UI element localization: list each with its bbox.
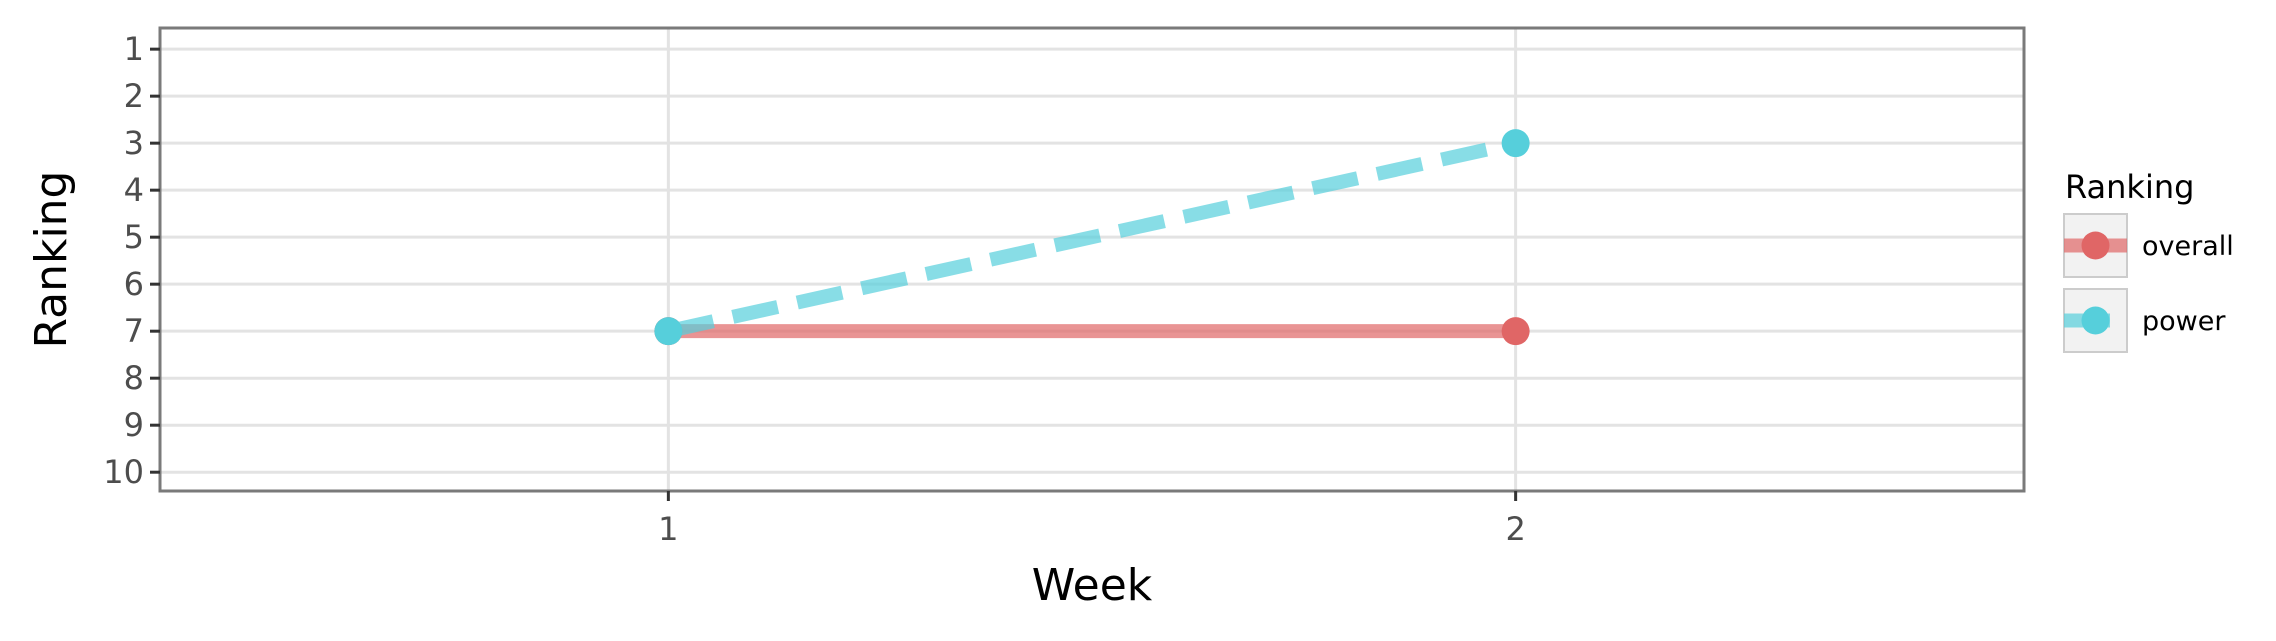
y-tick-label: 9 (124, 406, 144, 444)
y-tick-label: 1 (124, 30, 144, 68)
y-tick-label: 4 (124, 171, 144, 209)
series-line-power (666, 136, 1518, 339)
y-tick-label: 8 (124, 359, 144, 397)
y-axis-title: Ranking (26, 171, 77, 349)
legend: Ranking overall power (2063, 168, 2234, 353)
y-gridlines (160, 47, 2024, 474)
legend-label-overall: overall (2142, 231, 2234, 262)
series-layer (654, 129, 1530, 346)
series-power (654, 129, 1530, 346)
x-tick-label: 2 (1505, 510, 1525, 548)
legend-label-power: power (2142, 306, 2226, 337)
legend-title: Ranking (2065, 168, 2194, 206)
y-tick-label: 2 (124, 77, 144, 115)
legend-item-overall: overall (2063, 213, 2234, 278)
data-point-power (654, 317, 683, 346)
legend-key-point (2081, 231, 2110, 260)
plot-panel-border (158, 26, 2026, 493)
y-tick-label: 7 (124, 312, 144, 350)
y-tick-label: 6 (124, 265, 144, 303)
data-point-power (1501, 129, 1530, 158)
x-axis-title: Week (1032, 560, 1153, 611)
y-tick-label: 5 (124, 218, 144, 256)
y-tick-label: 3 (124, 124, 144, 162)
data-point-overall (1501, 317, 1530, 346)
legend-items: overall power (2063, 213, 2234, 353)
x-tick-label: 1 (658, 510, 678, 548)
legend-item-power: power (2063, 288, 2226, 353)
legend-key-point (2081, 306, 2110, 335)
x-gridlines (666, 28, 1518, 491)
y-tick-label: 10 (103, 453, 144, 491)
y-axis: 1 2 3 4 5 6 7 8 9 10 (103, 30, 160, 491)
